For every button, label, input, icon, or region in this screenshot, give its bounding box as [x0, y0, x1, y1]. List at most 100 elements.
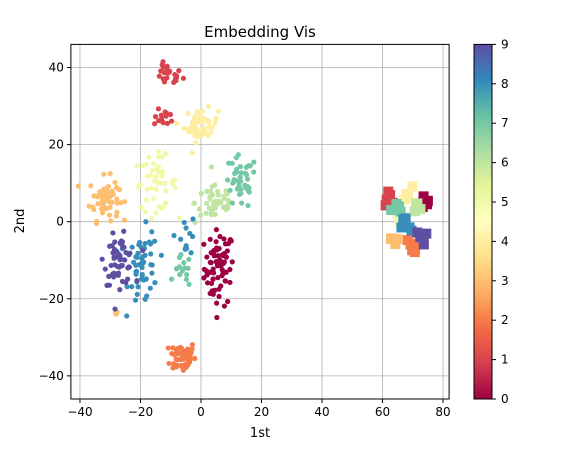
data-point [245, 176, 251, 182]
data-point [119, 239, 126, 245]
data-point [407, 181, 418, 192]
data-point [88, 183, 94, 189]
data-point [121, 217, 127, 223]
data-point [140, 247, 146, 254]
data-point [186, 281, 192, 287]
data-point [169, 350, 175, 357]
data-point [229, 259, 235, 265]
data-point [152, 113, 159, 120]
data-point [190, 119, 196, 125]
data-point [147, 285, 153, 291]
data-point [153, 186, 159, 193]
data-point [245, 203, 251, 209]
colorbar: 0 1 2 3 4 5 6 7 8 9 [473, 37, 509, 406]
data-point [129, 244, 135, 250]
data-point [117, 253, 123, 259]
data-point [148, 216, 155, 222]
data-point [227, 266, 233, 273]
colorbar-tick-label: 2 [501, 313, 509, 327]
data-point [212, 211, 218, 218]
data-point [117, 257, 123, 263]
data-point [233, 166, 240, 172]
data-point [101, 171, 107, 177]
data-point [189, 150, 195, 156]
data-point [181, 125, 187, 132]
data-point [123, 279, 129, 286]
data-point [149, 262, 155, 268]
data-point [208, 212, 215, 218]
data-point [142, 240, 148, 247]
data-point [100, 204, 106, 210]
data-point [148, 185, 154, 191]
data-point [109, 242, 115, 249]
data-point [192, 124, 198, 130]
data-point [215, 188, 221, 194]
data-point [144, 293, 150, 299]
data-point [242, 170, 249, 176]
data-point [159, 62, 165, 68]
data-point [215, 253, 221, 259]
data-point [225, 177, 231, 183]
data-point [156, 73, 162, 79]
data-point [180, 75, 187, 81]
data-point [144, 186, 150, 192]
data-point [163, 200, 169, 206]
data-point [229, 200, 235, 206]
y-tick-label: 20 [49, 138, 64, 152]
data-point [201, 116, 207, 122]
data-point [390, 239, 401, 250]
data-point [152, 280, 158, 286]
data-point [162, 109, 168, 115]
data-point [100, 187, 107, 193]
data-point [251, 169, 257, 175]
data-point [406, 225, 417, 236]
data-point [106, 282, 113, 288]
colorbar-ticks: 0 1 2 3 4 5 6 7 8 9 [492, 37, 509, 406]
data-point [190, 216, 196, 222]
x-tick-label: 20 [254, 405, 269, 419]
data-point [143, 276, 149, 282]
data-point [209, 124, 215, 130]
colorbar-tick-label: 5 [501, 195, 509, 209]
data-point [223, 269, 229, 275]
data-point [160, 168, 166, 174]
data-point [140, 254, 146, 260]
data-point [176, 68, 182, 74]
data-point [158, 112, 164, 118]
data-point [171, 232, 177, 239]
data-point [163, 113, 169, 119]
data-point [232, 170, 238, 176]
data-point [207, 194, 213, 200]
data-point [210, 276, 216, 282]
data-point [182, 348, 188, 354]
data-point [188, 250, 194, 256]
data-point [185, 126, 192, 132]
data-point [145, 173, 151, 179]
data-point [107, 171, 113, 177]
data-point [186, 256, 192, 262]
data-point [409, 247, 420, 258]
data-point [113, 213, 119, 219]
data-point [165, 345, 171, 351]
data-point [123, 249, 129, 256]
data-point [124, 284, 130, 290]
data-point [227, 237, 233, 243]
data-point [133, 268, 140, 274]
data-point [200, 120, 206, 126]
x-tick-label: −40 [67, 405, 92, 419]
data-point [222, 241, 229, 247]
data-point [164, 120, 171, 126]
data-point [129, 284, 135, 290]
data-point [104, 194, 111, 201]
data-point [115, 270, 122, 276]
data-point [111, 274, 117, 280]
data-point [191, 200, 197, 206]
y-tick-label: −40 [39, 369, 64, 383]
data-point [134, 278, 140, 284]
data-point [246, 189, 252, 195]
data-point [174, 350, 180, 357]
data-point [140, 259, 147, 265]
data-point [213, 115, 219, 122]
chart-title: Embedding Vis [204, 23, 316, 41]
data-point [221, 303, 228, 309]
